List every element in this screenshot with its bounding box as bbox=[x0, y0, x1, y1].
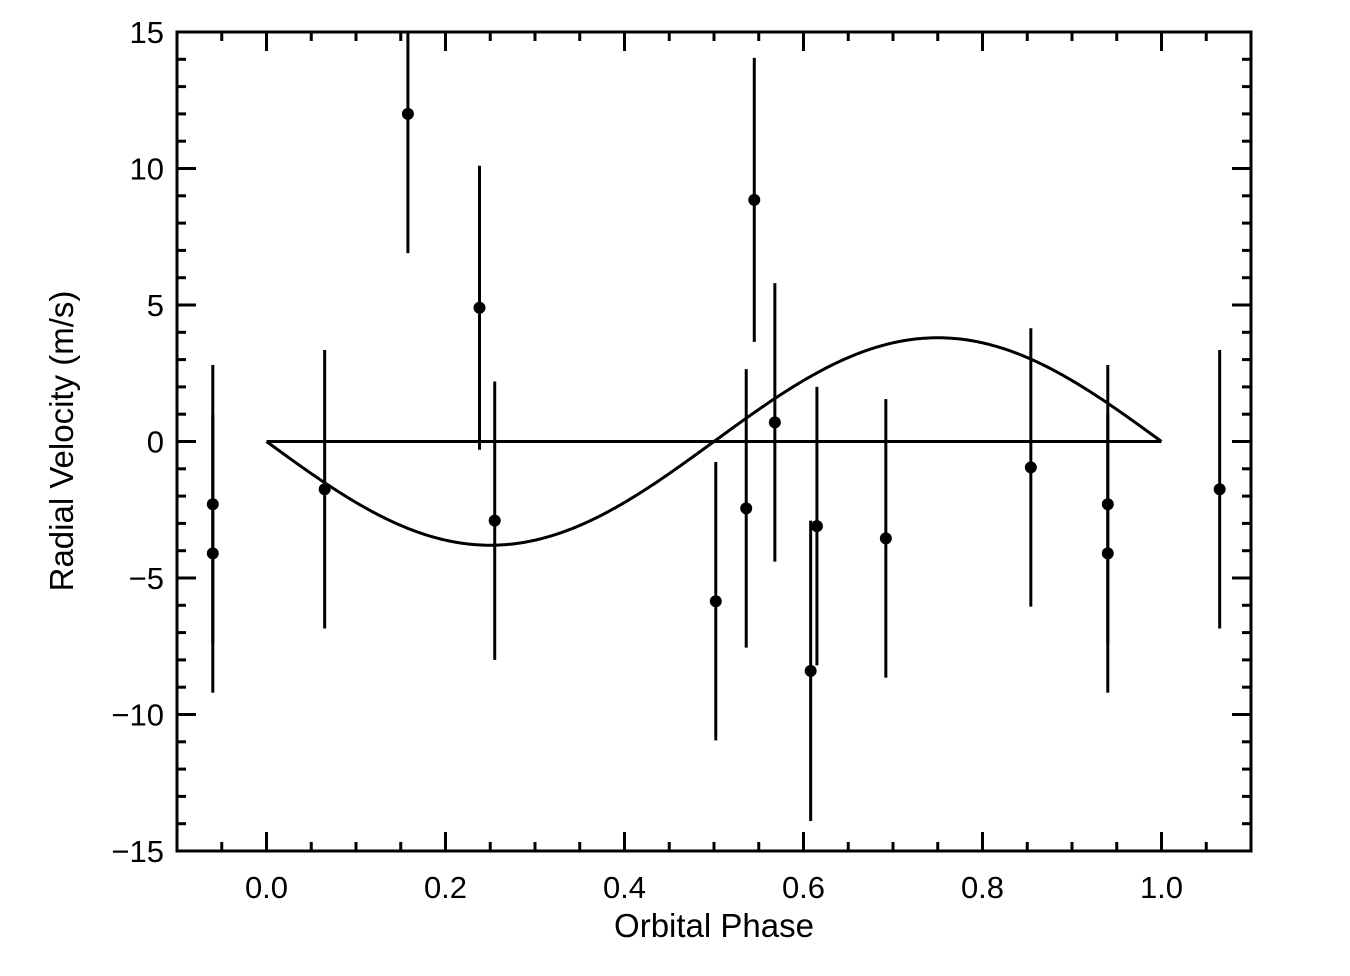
data-point bbox=[1101, 547, 1114, 560]
x-tick-label: 1.0 bbox=[1140, 870, 1183, 905]
data-point bbox=[473, 301, 486, 314]
data-point bbox=[709, 595, 722, 608]
y-axis-label: Radial Velocity (m/s) bbox=[43, 291, 80, 592]
data-point bbox=[768, 416, 781, 429]
y-tick-label: 15 bbox=[130, 15, 164, 50]
x-tick-label: 0.4 bbox=[603, 870, 646, 905]
data-point bbox=[401, 107, 414, 120]
data-point bbox=[879, 532, 892, 545]
data-point bbox=[804, 664, 817, 677]
data-point bbox=[206, 547, 219, 560]
x-tick-label: 0.0 bbox=[245, 870, 288, 905]
y-tick-label: −5 bbox=[129, 561, 164, 596]
x-axis-label: Orbital Phase bbox=[614, 907, 814, 944]
y-tick-label: −10 bbox=[111, 698, 164, 733]
data-point bbox=[748, 193, 761, 206]
data-point bbox=[1213, 483, 1226, 496]
y-tick-label: 10 bbox=[130, 152, 164, 187]
data-point bbox=[740, 502, 753, 515]
x-tick-label: 0.6 bbox=[782, 870, 825, 905]
x-tick-label: 0.8 bbox=[961, 870, 1004, 905]
y-tick-label: −15 bbox=[111, 834, 164, 869]
x-tick-label: 0.2 bbox=[424, 870, 467, 905]
data-points bbox=[206, 32, 1226, 821]
data-point bbox=[488, 514, 501, 527]
data-point bbox=[810, 520, 823, 533]
plot-frame bbox=[175, 30, 1253, 853]
data-point bbox=[1024, 461, 1037, 474]
y-tick-label: 0 bbox=[147, 425, 164, 460]
data-point bbox=[318, 483, 331, 496]
y-tick-label: 5 bbox=[147, 288, 164, 323]
axis-tick-labels: 0.0 0.2 0.4 0.6 0.8 1.0 −15 −10 −5 0 5 10 15 bbox=[111, 15, 1183, 905]
model-curves bbox=[265, 336, 1163, 547]
